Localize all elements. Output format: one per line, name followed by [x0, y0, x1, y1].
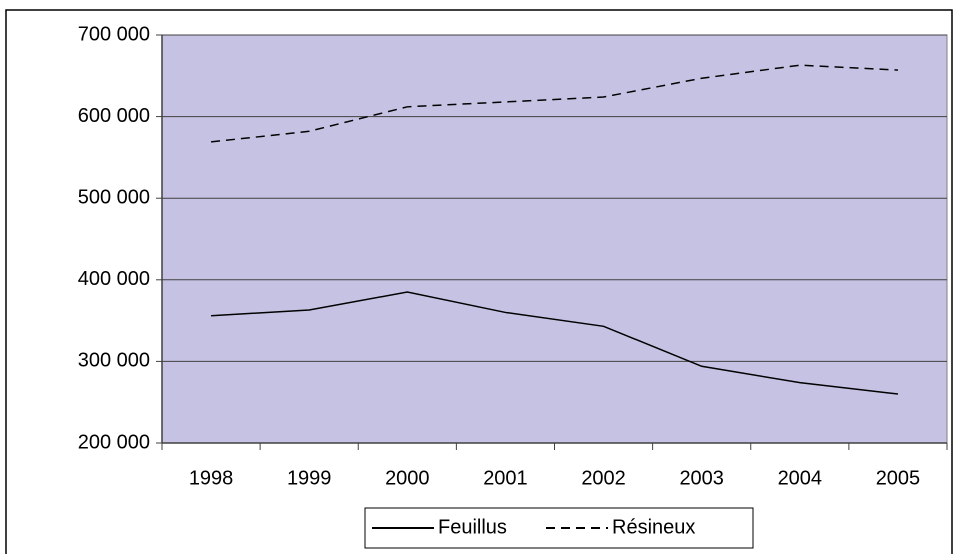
y-tick-label: 700 000 — [78, 23, 150, 45]
y-tick-label: 500 000 — [78, 186, 150, 208]
y-tick-label: 200 000 — [78, 431, 150, 453]
x-tick-label: 1999 — [287, 467, 332, 489]
x-tick-label: 2000 — [385, 467, 430, 489]
x-tick-label: 2003 — [679, 467, 724, 489]
x-tick-label: 2001 — [483, 467, 528, 489]
legend-label: Feuillus — [438, 516, 507, 538]
y-tick-label: 600 000 — [78, 105, 150, 127]
y-tick-label: 400 000 — [78, 268, 150, 290]
series-line — [210, 64, 898, 143]
x-tick-label: 1998 — [189, 467, 234, 489]
x-tick-label: 2004 — [778, 467, 823, 489]
plot-area — [161, 34, 948, 444]
y-tick-label: 300 000 — [78, 350, 150, 372]
legend-label: Résineux — [612, 516, 695, 538]
x-tick-label: 2002 — [581, 467, 626, 489]
x-tick-label: 2005 — [876, 467, 921, 489]
series-line — [211, 291, 899, 395]
